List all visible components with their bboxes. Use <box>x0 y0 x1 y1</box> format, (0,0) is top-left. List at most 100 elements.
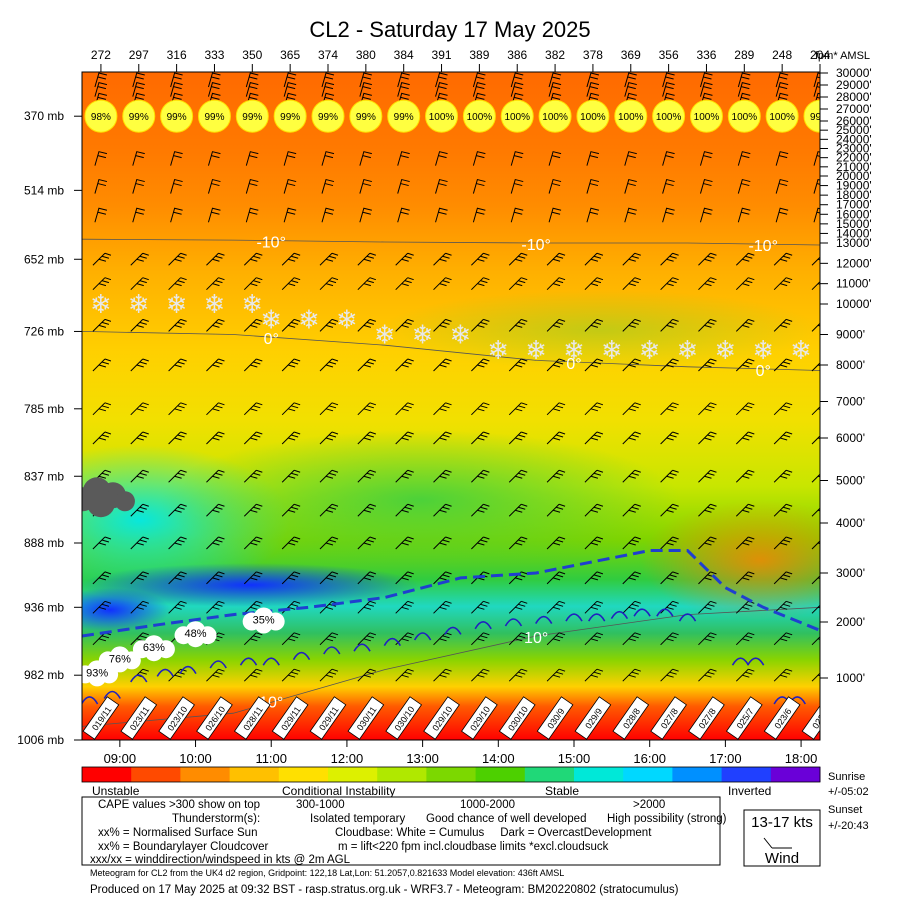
cloud-cover-sun-icon <box>84 99 118 133</box>
thermal-arc-icon <box>731 657 750 666</box>
cloud-cover-label: 100% <box>694 112 720 123</box>
colorbar-swatch <box>426 767 477 782</box>
wind-barb <box>245 207 259 223</box>
wind-barb <box>433 277 452 291</box>
wind-barb <box>243 571 263 585</box>
wind-barb <box>357 402 377 416</box>
colorbar-swatch <box>82 767 132 782</box>
wind-barb <box>321 207 335 223</box>
wind-barb <box>395 571 414 585</box>
wind-barb <box>168 571 187 585</box>
legend-thunder-level-2: Good chance of well developed <box>426 813 586 825</box>
wind-barb <box>737 207 751 223</box>
wind-barb <box>433 431 452 445</box>
wind-barb <box>735 668 755 682</box>
wind-barb <box>698 358 717 372</box>
wind-barb <box>510 81 524 97</box>
isotherm-label: -10° <box>521 237 551 254</box>
pressure-label: 888 mb <box>24 536 64 550</box>
overcast-cloud-icon <box>82 477 135 518</box>
wind-barb <box>435 151 448 166</box>
legend-thunder-label: Thunderstorm(s): <box>172 813 260 825</box>
wind-barb <box>281 431 301 445</box>
altitude-label: 23000' <box>836 142 872 156</box>
wind-barb <box>773 600 793 614</box>
wind-barb <box>698 503 717 517</box>
top-value-label: 336 <box>696 48 716 62</box>
overlay-layer: -10° -10° -10°0°0° 0°10°10°❄ ❄ ❄ ❄ ❄❄ ❄ ❄❄ ❄ ❄❄ ❄ ❄ ❄ ❄… <box>82 72 830 740</box>
wind-barb <box>662 81 675 97</box>
cloud-cover-label: 100% <box>769 112 795 123</box>
wind-barb <box>168 358 187 372</box>
wind-barb <box>624 151 637 166</box>
wind-barb <box>737 72 751 88</box>
thermal-arc-icon <box>239 657 258 666</box>
wind-barb <box>624 72 637 88</box>
cloud-cover-sun-icon <box>160 99 194 133</box>
time-label: 13:00 <box>406 751 439 766</box>
wind-barb <box>546 600 566 614</box>
altitude-label: 12000' <box>836 256 872 270</box>
wind-barb <box>359 178 372 194</box>
wind-barb <box>206 571 225 585</box>
wind-barb <box>435 81 448 97</box>
wind-barb <box>321 151 335 166</box>
wind-barb <box>660 469 679 483</box>
wind-barb <box>773 668 793 682</box>
wind-barb <box>132 178 145 194</box>
wind-barb <box>735 503 755 517</box>
wind-barb <box>359 81 372 97</box>
wind-barb <box>622 632 641 646</box>
wind-barb <box>395 318 414 332</box>
snow-flake-icon: ❄ <box>752 335 774 365</box>
snow-flake-icon: ❄ <box>90 289 112 319</box>
wind-barb <box>207 81 221 97</box>
wind-barb <box>622 571 641 585</box>
wind-barb <box>548 178 562 194</box>
wind-barb <box>471 600 490 614</box>
altitude-label: 14000' <box>836 226 872 240</box>
wind-barb <box>660 431 679 445</box>
wind-barb <box>622 252 641 266</box>
wind-barb <box>283 207 297 223</box>
wind-barb <box>699 207 713 223</box>
top-value-label: 289 <box>734 48 754 62</box>
thermal-arc-icon <box>156 668 174 677</box>
wind-barb <box>546 358 566 372</box>
wind-barb <box>433 252 452 266</box>
wind-barb <box>395 600 414 614</box>
cloud-cover-label: 99% <box>810 112 830 123</box>
wind-barb <box>243 600 263 614</box>
thermal-arc-icon <box>179 665 197 675</box>
wind-barb <box>435 72 448 88</box>
wind-barb <box>811 604 820 614</box>
wind-barb <box>775 81 789 97</box>
wind-barb <box>546 277 566 291</box>
snow-flake-icon: ❄ <box>128 289 150 319</box>
colorbar-swatch <box>377 767 427 782</box>
cumulus-cover-label: 93% <box>86 667 108 679</box>
wind-barb <box>357 503 377 517</box>
wind-barb <box>206 503 225 517</box>
wind-barb <box>170 151 183 166</box>
cloud-cover-label: 99% <box>204 112 224 123</box>
stability-colorbar <box>81 766 821 783</box>
wind-barb <box>92 600 112 614</box>
colorbar-swatch <box>328 767 378 782</box>
wind-barb <box>662 151 675 166</box>
wind-barb <box>243 318 263 332</box>
wind-barb <box>132 151 145 166</box>
wind-barb <box>168 431 187 445</box>
wind-barb <box>508 571 528 585</box>
wind-barb <box>397 81 410 97</box>
wind-barb <box>130 632 149 646</box>
cloud-cover-sun-icon <box>689 99 723 133</box>
wind-barb <box>281 318 301 332</box>
wind-barb <box>472 72 486 88</box>
wind-barb <box>395 358 414 372</box>
altitude-label: 10000' <box>836 297 872 311</box>
wind-barb <box>660 402 679 416</box>
wind-barbs <box>92 72 820 682</box>
wind-barb <box>548 207 562 223</box>
wind-barb <box>168 277 187 291</box>
